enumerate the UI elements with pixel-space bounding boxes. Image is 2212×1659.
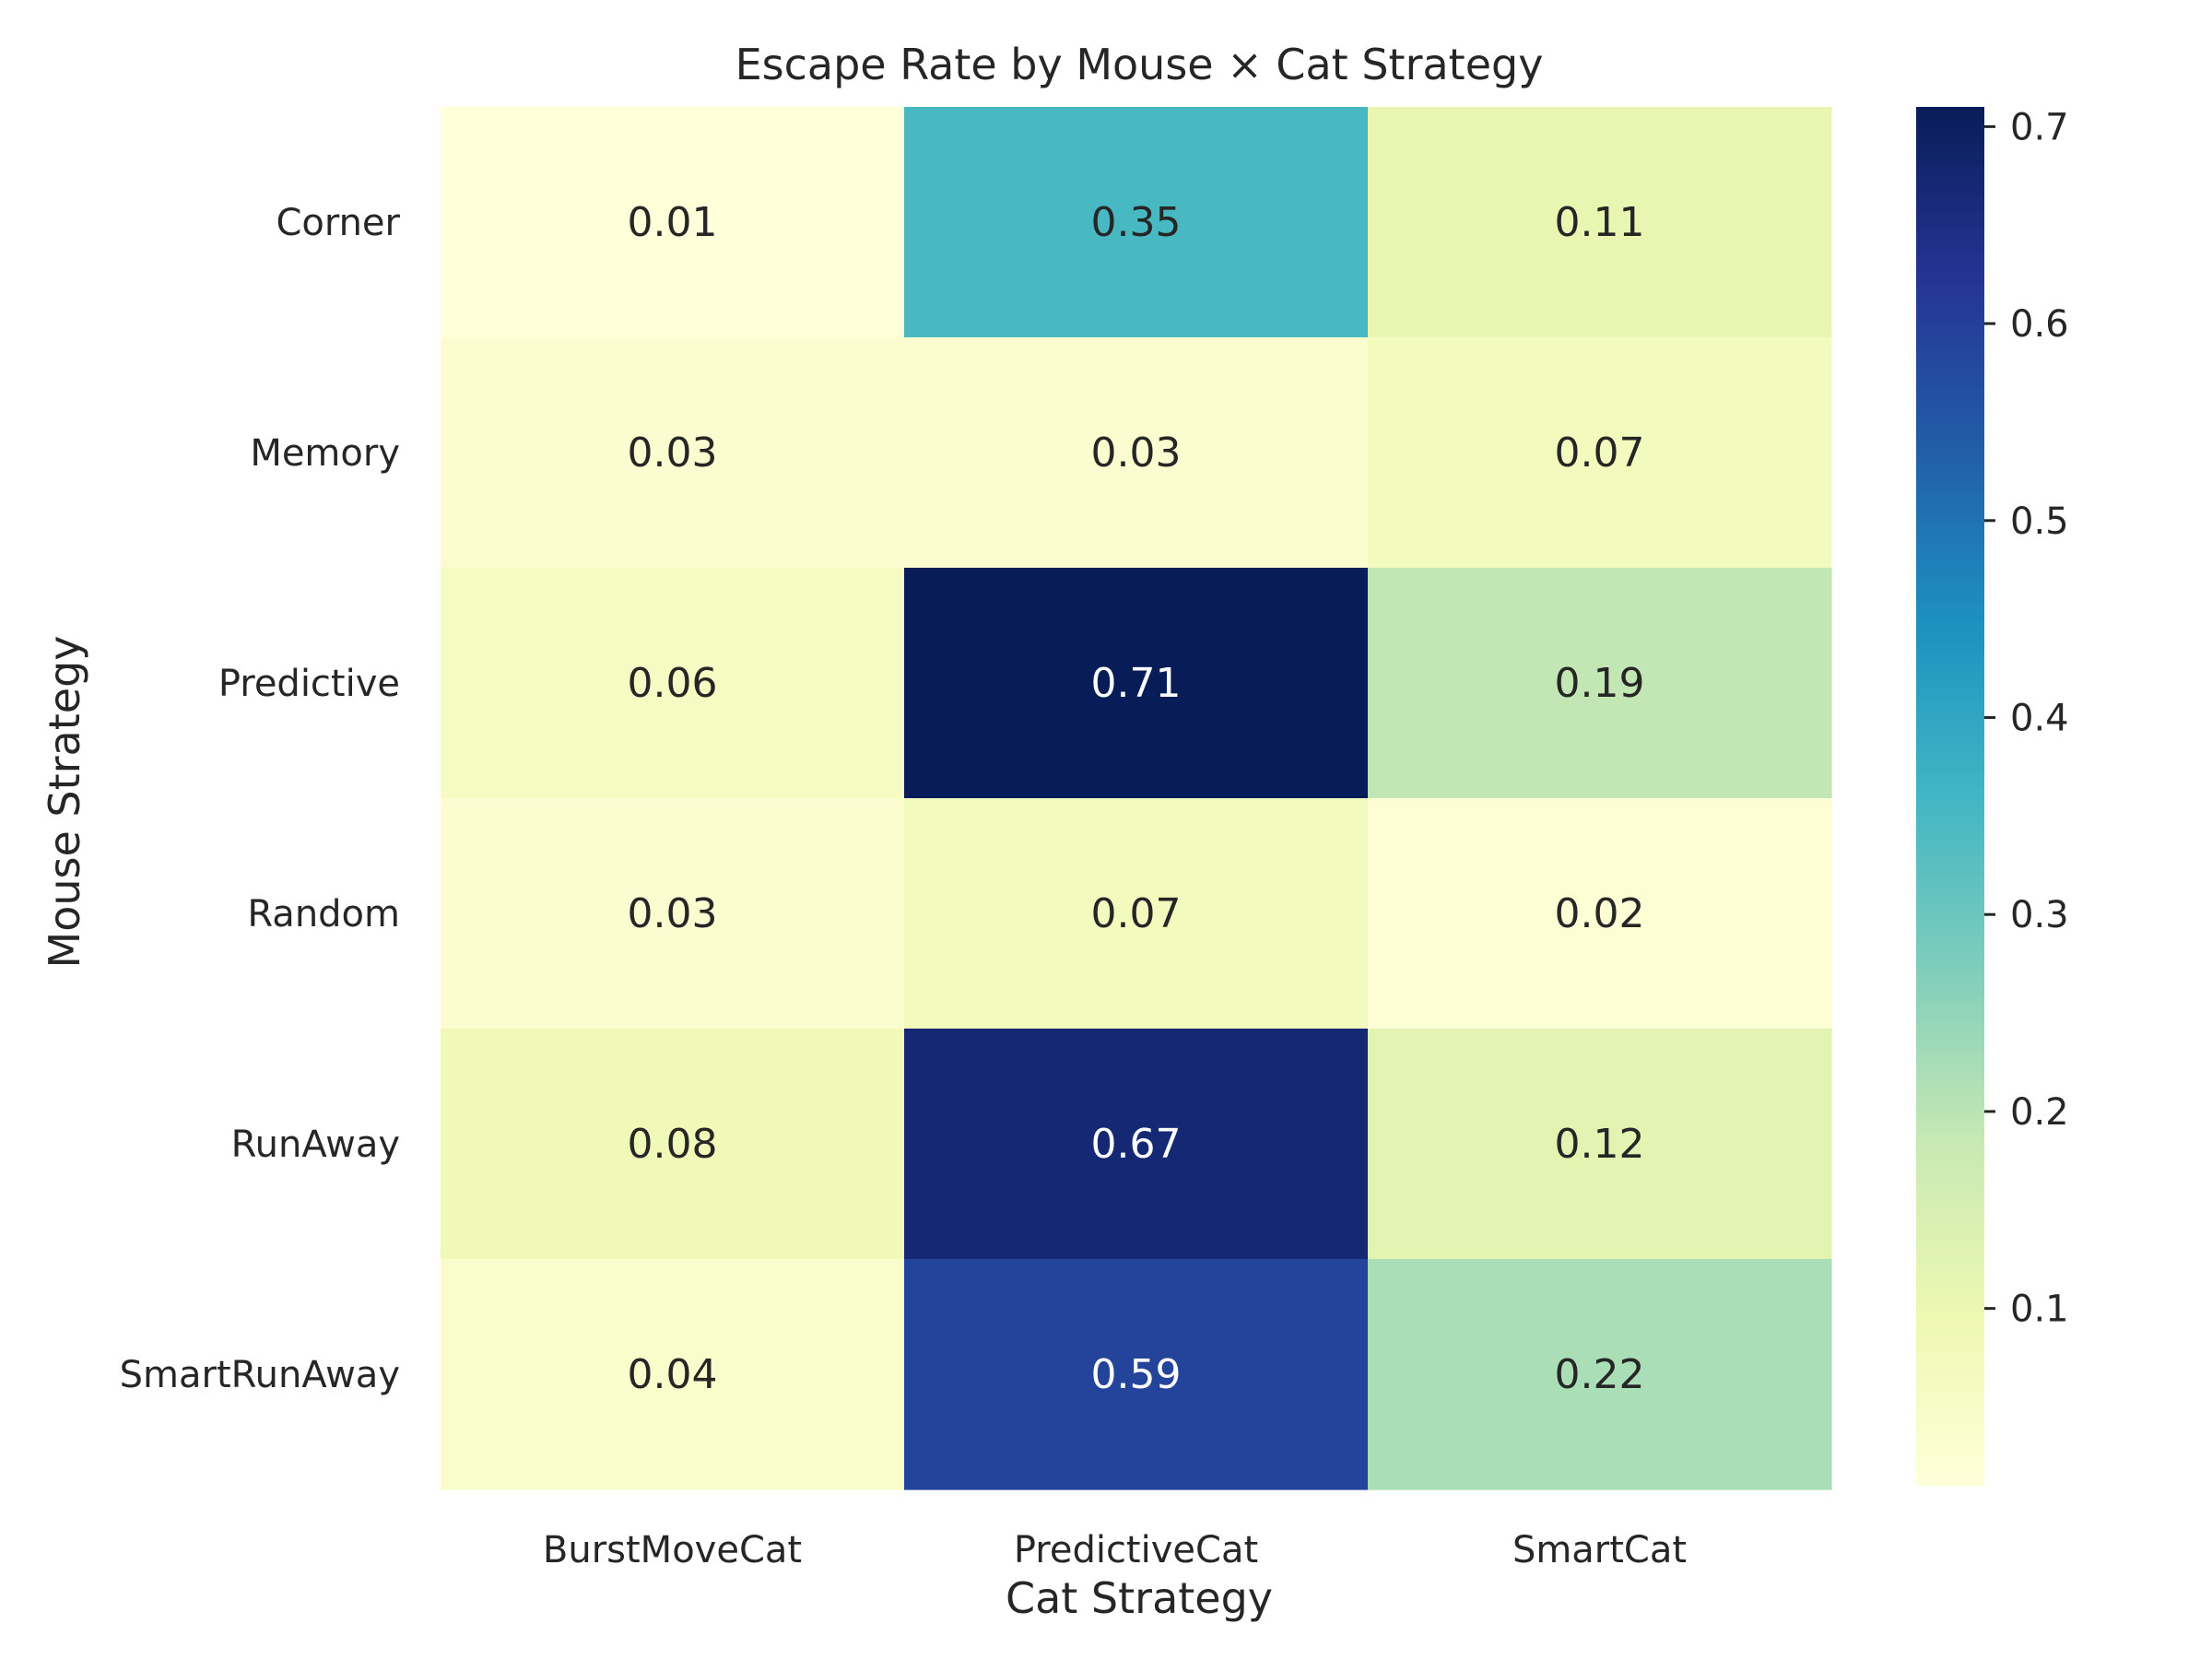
cell-value-label: 0.04: [628, 1351, 718, 1398]
y-tick-label: Corner: [276, 202, 400, 244]
y-tick-label: SmartRunAway: [120, 1354, 400, 1396]
cell-value-label: 0.06: [628, 660, 718, 707]
cell-value-label: 0.19: [1555, 660, 1645, 707]
x-tick-label: SmartCat: [1512, 1529, 1687, 1571]
colorbar-tick-label: 0.1: [2010, 1288, 2069, 1331]
heatmap-cell: [1368, 1029, 1832, 1260]
cell-value-label: 0.03: [628, 429, 718, 477]
heatmap-cell: [441, 798, 905, 1030]
heatmap-cell: [441, 107, 905, 338]
heatmap-cell: [1368, 107, 1832, 338]
heatmap-cell: [904, 1259, 1369, 1490]
heatmap-cell: [904, 798, 1369, 1030]
cell-value-label: 0.08: [628, 1121, 718, 1168]
heatmap-cell: [904, 568, 1369, 799]
cell-value-label: 0.71: [1091, 660, 1182, 707]
heatmap-cell: [1368, 568, 1832, 799]
x-tick-label: PredictiveCat: [1014, 1529, 1258, 1571]
heatmap-cells: [441, 107, 1832, 1490]
cell-value-label: 0.07: [1555, 429, 1645, 477]
cell-value-label: 0.35: [1091, 199, 1182, 246]
colorbar-tick-label: 0.2: [2010, 1091, 2069, 1134]
x-axis-ticks: BurstMoveCat PredictiveCat SmartCat: [543, 1529, 1687, 1571]
heatmap-cell: [1368, 337, 1832, 569]
cell-value-label: 0.07: [1091, 890, 1182, 937]
y-tick-label: Memory: [250, 432, 400, 475]
y-axis-ticks: Corner Memory Predictive Random RunAway Smart…: [120, 202, 401, 1396]
heatmap-cell: [904, 1029, 1369, 1260]
x-tick-label: BurstMoveCat: [543, 1529, 802, 1571]
heatmap-cell: [1368, 1259, 1832, 1490]
cell-value-label: 0.03: [1091, 429, 1182, 477]
heatmap-cell: [1368, 798, 1832, 1030]
cell-value-label: 0.22: [1555, 1351, 1645, 1398]
y-axis-label: Mouse Strategy: [40, 636, 89, 969]
cell-value-label: 0.12: [1555, 1121, 1645, 1168]
heatmap-cell: [441, 568, 905, 799]
chart-title: Escape Rate by Mouse × Cat Strategy: [735, 40, 1544, 89]
heatmap-cell-labels: 0.01 0.35 0.11 0.03 0.03 0.07 0.06 0.71 0.19 0.03…: [628, 199, 1645, 1398]
colorbar-tick-label: 0.6: [2010, 303, 2069, 346]
heatmap-cell: [904, 107, 1369, 338]
y-tick-label: Predictive: [218, 663, 400, 705]
colorbar-tick-label: 0.5: [2010, 500, 2069, 543]
y-tick-label: Random: [247, 893, 400, 935]
cell-value-label: 0.01: [628, 199, 718, 246]
heatmap-cell: [441, 1029, 905, 1260]
heatmap-cell: [441, 337, 905, 569]
cell-value-label: 0.59: [1091, 1351, 1182, 1398]
colorbar-tick-label: 0.7: [2010, 106, 2069, 148]
cell-value-label: 0.03: [628, 890, 718, 937]
cell-value-label: 0.02: [1555, 890, 1645, 937]
cell-value-label: 0.67: [1091, 1121, 1182, 1168]
heatmap-cell: [441, 1259, 905, 1490]
colorbar: [1916, 107, 1984, 1486]
heatmap-cell: [904, 337, 1369, 569]
y-tick-label: RunAway: [231, 1124, 400, 1166]
x-axis-label: Cat Strategy: [1006, 1573, 1273, 1623]
colorbar-ticks: 0.1 0.2 0.3 0.4 0.5 0.6 0.7: [1984, 106, 2069, 1331]
colorbar-tick-label: 0.3: [2010, 894, 2069, 936]
colorbar-tick-label: 0.4: [2010, 698, 2069, 740]
cell-value-label: 0.11: [1555, 199, 1645, 246]
